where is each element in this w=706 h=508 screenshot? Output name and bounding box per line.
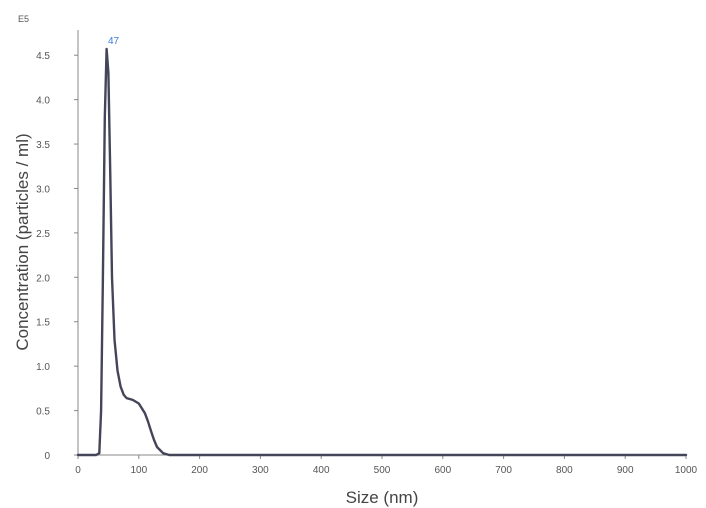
x-tick-label: 800: [556, 465, 573, 476]
x-tick-label: 700: [495, 465, 512, 476]
y-tick-label: 0: [44, 451, 50, 462]
y-tick-label: 4.5: [36, 51, 50, 62]
y-tick-label: 1.0: [36, 362, 50, 373]
y-tick-label: 2.5: [36, 229, 50, 240]
y-exponent-label: E5: [18, 14, 29, 24]
x-tick-label: 1000: [675, 465, 698, 476]
y-tick-label: 4.0: [36, 96, 50, 107]
x-tick-label: 500: [374, 465, 391, 476]
series-line: [76, 47, 688, 457]
x-tick-label: 200: [191, 465, 208, 476]
y-tick-label: 3.5: [36, 140, 50, 151]
y-tick-label: 3.0: [36, 184, 50, 195]
x-tick-label: 0: [75, 465, 81, 476]
x-tick-label: 600: [434, 465, 451, 476]
y-axis-label: Concentration (particles / ml): [13, 133, 32, 350]
x-tick-label: 300: [252, 465, 269, 476]
y-ticks: 0 0.5 1.0 1.5 2.0 2.5 3.0 3.5 4.0 4.5: [36, 51, 78, 462]
y-tick-label: 1.5: [36, 318, 50, 329]
peak-label: 47: [108, 36, 120, 47]
y-tick-label: 0.5: [36, 407, 50, 418]
x-tick-label: 100: [130, 465, 147, 476]
x-axis-label: Size (nm): [346, 488, 419, 507]
x-tick-label: 900: [617, 465, 634, 476]
y-tick-label: 2.0: [36, 273, 50, 284]
x-ticks: 0 100 200 300 400 500 600 700 800 900 1000: [75, 455, 698, 476]
x-tick-label: 400: [313, 465, 330, 476]
